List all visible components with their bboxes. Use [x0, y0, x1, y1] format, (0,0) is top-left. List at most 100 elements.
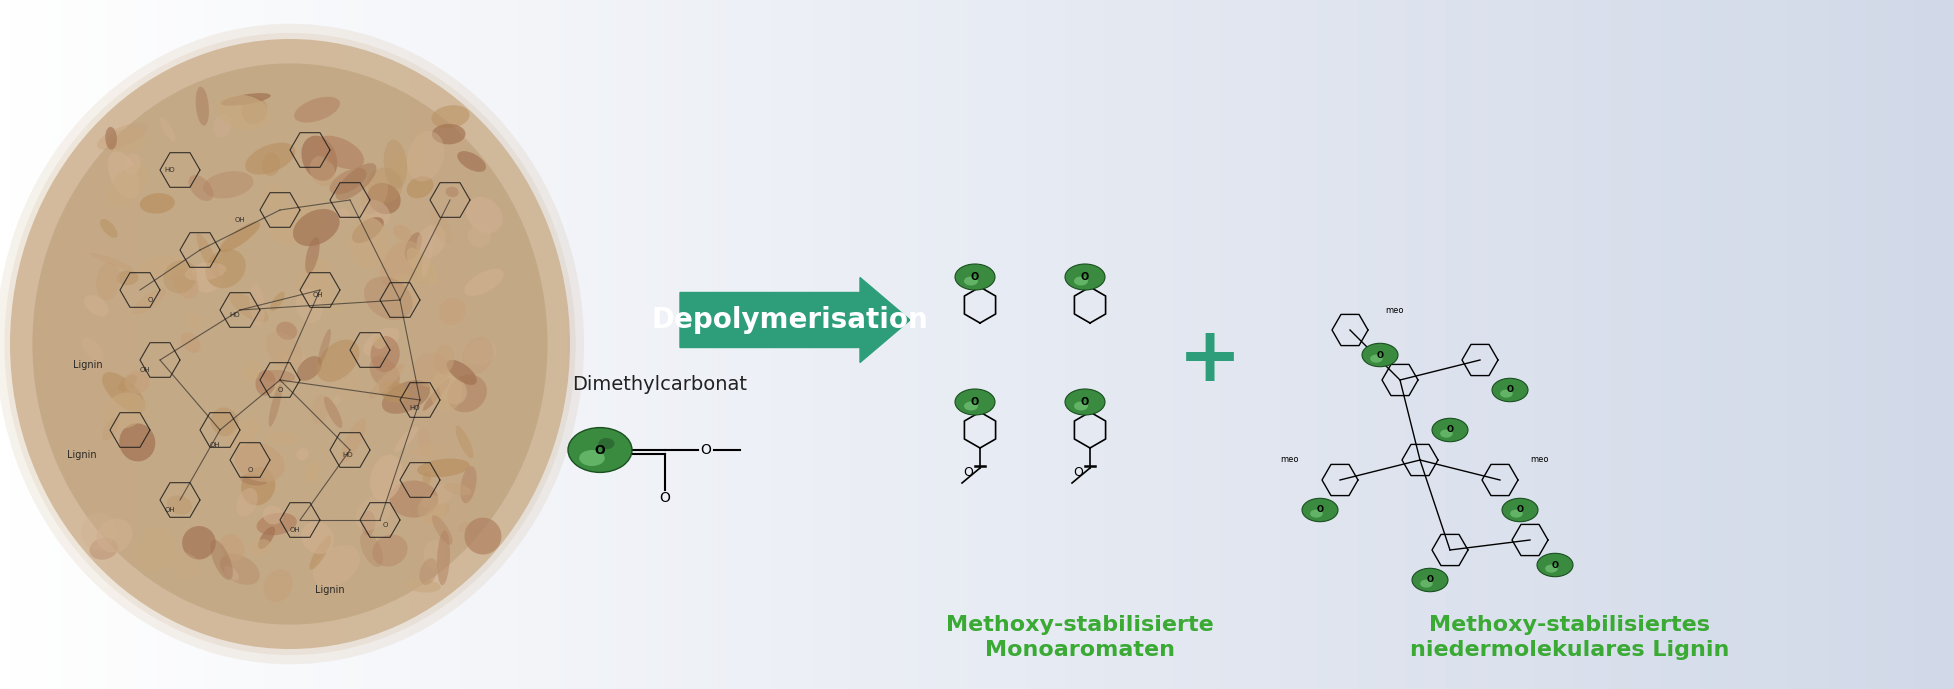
Ellipse shape	[381, 240, 420, 288]
Ellipse shape	[371, 336, 401, 372]
Ellipse shape	[598, 438, 614, 449]
Text: O: O	[594, 444, 606, 457]
Ellipse shape	[256, 513, 297, 535]
Text: O: O	[147, 297, 152, 303]
Ellipse shape	[1301, 498, 1338, 522]
Text: meo: meo	[1530, 455, 1550, 464]
Text: O: O	[1516, 506, 1524, 515]
Ellipse shape	[33, 63, 547, 625]
Ellipse shape	[313, 545, 360, 587]
Ellipse shape	[336, 208, 350, 220]
Ellipse shape	[244, 143, 295, 174]
Text: O: O	[701, 443, 711, 457]
Ellipse shape	[217, 95, 270, 130]
Ellipse shape	[1546, 564, 1557, 573]
Ellipse shape	[276, 346, 299, 364]
Ellipse shape	[1440, 429, 1452, 438]
Ellipse shape	[305, 237, 320, 274]
Text: OH: OH	[164, 507, 176, 513]
Ellipse shape	[432, 515, 453, 545]
Ellipse shape	[301, 136, 338, 181]
Ellipse shape	[250, 283, 266, 326]
Ellipse shape	[434, 344, 453, 374]
Ellipse shape	[412, 444, 449, 460]
Text: OH: OH	[289, 527, 301, 533]
Ellipse shape	[465, 269, 504, 296]
Ellipse shape	[160, 117, 176, 142]
Ellipse shape	[447, 375, 487, 412]
Ellipse shape	[221, 93, 272, 105]
Ellipse shape	[1510, 510, 1522, 517]
Ellipse shape	[334, 360, 361, 399]
Ellipse shape	[393, 225, 412, 240]
Ellipse shape	[90, 253, 133, 270]
Ellipse shape	[432, 105, 469, 128]
Text: O: O	[248, 467, 252, 473]
Ellipse shape	[361, 173, 389, 214]
Ellipse shape	[369, 357, 401, 389]
Ellipse shape	[440, 298, 465, 325]
Ellipse shape	[406, 580, 442, 593]
Ellipse shape	[172, 267, 199, 298]
Text: OH: OH	[313, 292, 322, 298]
Ellipse shape	[336, 163, 377, 200]
Ellipse shape	[444, 483, 471, 495]
Ellipse shape	[295, 288, 322, 323]
Ellipse shape	[164, 551, 201, 580]
Ellipse shape	[373, 535, 408, 566]
Ellipse shape	[422, 378, 449, 411]
Ellipse shape	[430, 210, 451, 243]
Ellipse shape	[166, 495, 191, 515]
Ellipse shape	[270, 292, 285, 311]
Ellipse shape	[457, 522, 469, 532]
Ellipse shape	[438, 531, 449, 585]
Ellipse shape	[1503, 498, 1538, 522]
Ellipse shape	[424, 504, 449, 523]
Ellipse shape	[82, 338, 104, 361]
Ellipse shape	[213, 114, 231, 138]
Ellipse shape	[301, 522, 334, 554]
Ellipse shape	[416, 459, 469, 477]
Ellipse shape	[141, 193, 174, 214]
Ellipse shape	[96, 263, 119, 300]
Ellipse shape	[102, 418, 119, 440]
Ellipse shape	[117, 375, 137, 391]
Ellipse shape	[408, 264, 430, 284]
Ellipse shape	[188, 175, 213, 201]
Text: OH: OH	[234, 217, 246, 223]
Text: OH: OH	[209, 442, 221, 448]
Ellipse shape	[1065, 264, 1106, 290]
Ellipse shape	[240, 467, 276, 506]
Text: O: O	[383, 522, 387, 528]
Ellipse shape	[107, 129, 147, 153]
Ellipse shape	[956, 264, 995, 290]
Ellipse shape	[236, 488, 258, 517]
Ellipse shape	[305, 462, 320, 483]
Ellipse shape	[100, 219, 117, 238]
Ellipse shape	[453, 130, 463, 147]
Ellipse shape	[465, 517, 502, 555]
Ellipse shape	[240, 475, 268, 486]
Ellipse shape	[440, 376, 467, 404]
Ellipse shape	[266, 432, 299, 444]
Ellipse shape	[963, 276, 979, 285]
Ellipse shape	[315, 136, 363, 169]
Text: Lignin: Lignin	[72, 360, 104, 370]
Ellipse shape	[446, 187, 459, 197]
Ellipse shape	[369, 455, 403, 501]
Ellipse shape	[395, 426, 418, 452]
Ellipse shape	[361, 511, 375, 535]
Text: O: O	[1081, 272, 1088, 282]
Text: HO: HO	[410, 405, 420, 411]
Ellipse shape	[283, 352, 305, 368]
Ellipse shape	[463, 340, 496, 364]
Ellipse shape	[319, 329, 330, 365]
Ellipse shape	[1493, 378, 1528, 402]
Ellipse shape	[422, 472, 432, 485]
Ellipse shape	[309, 156, 336, 187]
Ellipse shape	[270, 204, 324, 245]
Text: HO: HO	[231, 312, 240, 318]
Text: O: O	[1081, 397, 1088, 407]
Ellipse shape	[420, 558, 438, 585]
Ellipse shape	[418, 428, 432, 456]
